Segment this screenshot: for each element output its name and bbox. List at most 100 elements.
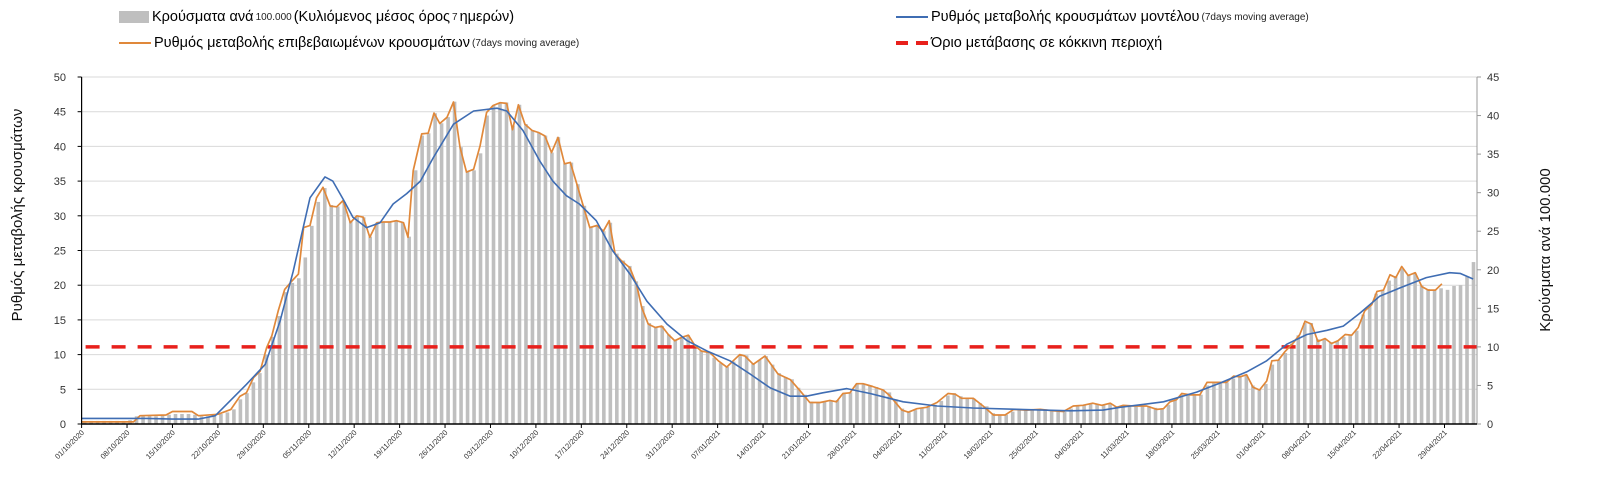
legend-blue-small: (7days moving average) (1201, 11, 1309, 23)
bar (1309, 322, 1314, 424)
x-tick-label: 08/04/2021 (1280, 428, 1313, 461)
bar (355, 215, 360, 424)
bar (439, 123, 444, 425)
x-tick-label: 12/11/2020 (326, 428, 359, 461)
bar (433, 113, 437, 425)
bar (446, 117, 450, 424)
x-tick-label: 31/12/2020 (644, 428, 677, 461)
bar (589, 227, 593, 424)
bar (673, 340, 678, 424)
legend-bars-label3: ημερών) (459, 9, 515, 25)
bar (238, 399, 243, 424)
bar (524, 124, 528, 424)
bar (1121, 406, 1125, 424)
x-tick-label: 22/10/2020 (189, 428, 222, 461)
x-tick-label: 28/01/2021 (825, 428, 858, 461)
bar (725, 366, 729, 424)
bar (361, 217, 366, 424)
bar (1088, 403, 1093, 424)
bar (1082, 405, 1086, 424)
bar (770, 364, 775, 424)
bar (556, 137, 561, 424)
bar (1069, 408, 1073, 424)
legend-blue-label: Ρυθμός μεταβολής κρουσμάτων μοντέλου (931, 9, 1200, 25)
bar (1302, 322, 1307, 424)
bar (452, 101, 457, 425)
bar (822, 401, 827, 424)
x-tick-label: 01/10/2020 (53, 428, 86, 461)
legend-orange: Ρυθμός μεταβολής επιβεβαιωμένων κρουσμάτ… (119, 35, 581, 51)
bar (251, 382, 256, 424)
x-tick-label: 17/12/2020 (553, 428, 586, 461)
bar (861, 383, 866, 424)
y-right-tick-label: 35 (1487, 149, 1499, 161)
x-tick-label: 04/02/2021 (871, 428, 904, 461)
bar (1173, 400, 1177, 424)
bar (608, 222, 613, 424)
bar (920, 408, 924, 424)
legend-orange-small: (7days moving average) (471, 37, 580, 49)
x-tick-label: 19/11/2020 (372, 428, 405, 461)
bar (1186, 393, 1190, 424)
bar (757, 359, 762, 424)
x-tick-label: 29/10/2020 (235, 428, 268, 461)
bar (796, 387, 801, 424)
bar (803, 394, 807, 424)
bar (744, 355, 749, 424)
bar (835, 400, 840, 424)
bar (1134, 406, 1138, 424)
bar (478, 153, 483, 424)
bar (1017, 409, 1022, 424)
x-tick-label: 25/03/2021 (1189, 428, 1222, 461)
bar (413, 170, 418, 424)
bar (368, 236, 373, 424)
bar (692, 344, 697, 424)
bar (1465, 276, 1469, 424)
bar (1289, 343, 1294, 424)
bar (1231, 378, 1236, 424)
legend-threshold: Όριο μετάβασης σε κόκκινη περιοχή (896, 35, 1162, 51)
bar (563, 163, 567, 424)
bar (381, 221, 385, 424)
bar (141, 415, 145, 424)
y-left-tick-label: 15 (54, 315, 66, 327)
bar (459, 147, 463, 424)
bar (1277, 359, 1281, 424)
bar (1400, 269, 1404, 424)
bar (1101, 404, 1106, 424)
bar (569, 162, 574, 425)
y-left-tick-label: 10 (54, 350, 66, 362)
bar (1361, 314, 1365, 424)
bar (1432, 289, 1437, 424)
bar (303, 257, 308, 424)
bar (297, 278, 301, 424)
bar (939, 400, 944, 424)
legend-bars: Κρούσματα ανά 100.000 (Κυλιόμενος μέσος … (119, 9, 514, 25)
bar (894, 399, 898, 424)
bar (653, 327, 658, 424)
bar (1062, 411, 1067, 424)
x-tick-label: 05/11/2020 (281, 428, 314, 461)
x-tick-label: 25/02/2021 (1007, 428, 1040, 461)
y-axis-left-title: Ρυθμός μεταβολής κρουσμάτων (9, 109, 26, 322)
y-axis-right-title: Κρούσματα ανά 100.000 (1537, 168, 1554, 331)
bar (154, 416, 158, 424)
bar (1445, 289, 1450, 424)
bar (576, 184, 580, 424)
bar (978, 403, 983, 424)
x-tick-label: 14/01/2021 (735, 428, 768, 461)
bar (718, 363, 723, 424)
bar (225, 412, 230, 424)
bar (1354, 330, 1359, 424)
bar (543, 135, 548, 425)
bar (160, 415, 165, 424)
bar (984, 406, 989, 424)
bar (348, 221, 353, 424)
x-tick-label: 11/03/2021 (1098, 428, 1131, 461)
x-tick-label: 11/02/2021 (917, 428, 950, 461)
bar (933, 404, 937, 424)
bar (1315, 339, 1320, 424)
bar (1049, 410, 1054, 424)
bar (1023, 410, 1028, 424)
bar (900, 408, 905, 424)
